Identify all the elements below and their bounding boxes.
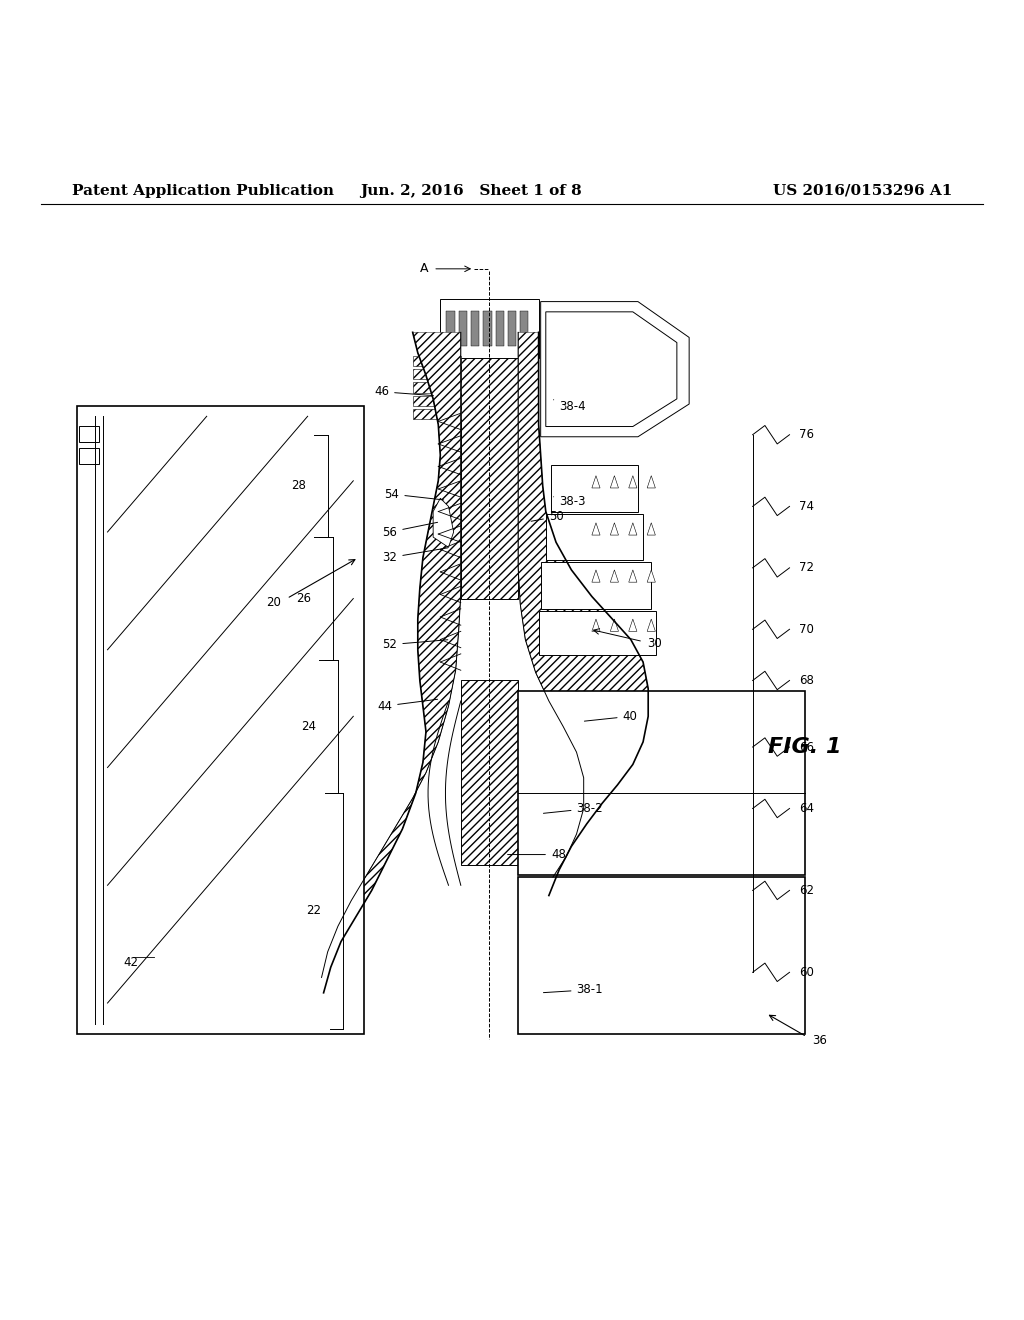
Text: 38-4: 38-4 <box>554 400 586 413</box>
Bar <box>551 466 638 512</box>
Bar <box>413 383 461 393</box>
Text: 28: 28 <box>291 479 306 492</box>
Text: 36: 36 <box>812 1035 827 1048</box>
Text: 40: 40 <box>585 710 638 723</box>
Polygon shape <box>518 333 648 895</box>
Text: Jun. 2, 2016   Sheet 1 of 8: Jun. 2, 2016 Sheet 1 of 8 <box>360 183 582 198</box>
Polygon shape <box>647 523 655 535</box>
Text: 60: 60 <box>799 966 814 979</box>
Bar <box>79 447 99 465</box>
Bar <box>413 370 461 379</box>
Text: 38-1: 38-1 <box>544 983 603 997</box>
Polygon shape <box>322 333 461 993</box>
Text: 48: 48 <box>508 847 566 861</box>
Polygon shape <box>592 523 600 535</box>
Bar <box>446 310 455 346</box>
Polygon shape <box>629 619 637 631</box>
Text: 62: 62 <box>799 884 814 896</box>
Bar <box>541 562 651 609</box>
Polygon shape <box>592 570 600 582</box>
Bar <box>77 407 364 1034</box>
Bar <box>413 396 461 407</box>
Bar <box>461 333 518 598</box>
Polygon shape <box>647 475 655 488</box>
Text: 32: 32 <box>382 548 447 564</box>
Text: 68: 68 <box>799 675 814 686</box>
Text: 66: 66 <box>799 741 814 754</box>
Polygon shape <box>592 619 600 631</box>
Polygon shape <box>610 619 618 631</box>
Text: 64: 64 <box>799 803 814 814</box>
Bar <box>546 513 643 560</box>
Text: 76: 76 <box>799 428 814 441</box>
Bar <box>539 611 656 655</box>
Polygon shape <box>610 523 618 535</box>
Text: 38-2: 38-2 <box>544 803 603 814</box>
Polygon shape <box>610 570 618 582</box>
Bar <box>459 310 467 346</box>
Text: FIG. 1: FIG. 1 <box>768 737 842 758</box>
Bar <box>546 748 658 795</box>
Bar <box>461 681 518 865</box>
Polygon shape <box>629 570 637 582</box>
Text: 56: 56 <box>382 523 437 539</box>
Polygon shape <box>647 570 655 582</box>
Polygon shape <box>629 475 637 488</box>
Text: 44: 44 <box>377 700 437 713</box>
Text: 50: 50 <box>531 510 563 523</box>
Bar <box>508 310 516 346</box>
Text: 52: 52 <box>382 638 447 651</box>
Text: 42: 42 <box>123 956 138 969</box>
Text: A: A <box>420 263 428 276</box>
Text: 20: 20 <box>265 597 281 609</box>
Bar <box>440 298 539 358</box>
Polygon shape <box>541 301 689 437</box>
Text: 74: 74 <box>799 500 814 513</box>
Polygon shape <box>629 523 637 535</box>
Text: 46: 46 <box>374 385 433 399</box>
Text: 22: 22 <box>306 904 322 917</box>
Text: 70: 70 <box>799 623 814 636</box>
Bar <box>413 409 461 420</box>
Bar <box>551 797 643 842</box>
Polygon shape <box>592 475 600 488</box>
Bar <box>539 698 672 747</box>
Text: 38-3: 38-3 <box>554 495 586 508</box>
Bar <box>518 876 805 1034</box>
Bar <box>520 310 528 346</box>
Bar <box>79 425 99 442</box>
Text: 24: 24 <box>301 721 316 733</box>
Text: 30: 30 <box>647 638 662 651</box>
Bar <box>496 310 504 346</box>
Text: US 2016/0153296 A1: US 2016/0153296 A1 <box>773 183 952 198</box>
Text: 26: 26 <box>296 593 311 605</box>
Bar <box>518 690 805 875</box>
Text: 54: 54 <box>384 487 443 500</box>
Text: 72: 72 <box>799 561 814 574</box>
Bar <box>471 310 479 346</box>
Text: Patent Application Publication: Patent Application Publication <box>72 183 334 198</box>
Polygon shape <box>647 619 655 631</box>
Bar <box>413 356 461 366</box>
Polygon shape <box>433 498 454 548</box>
Bar <box>483 310 492 346</box>
Polygon shape <box>610 475 618 488</box>
